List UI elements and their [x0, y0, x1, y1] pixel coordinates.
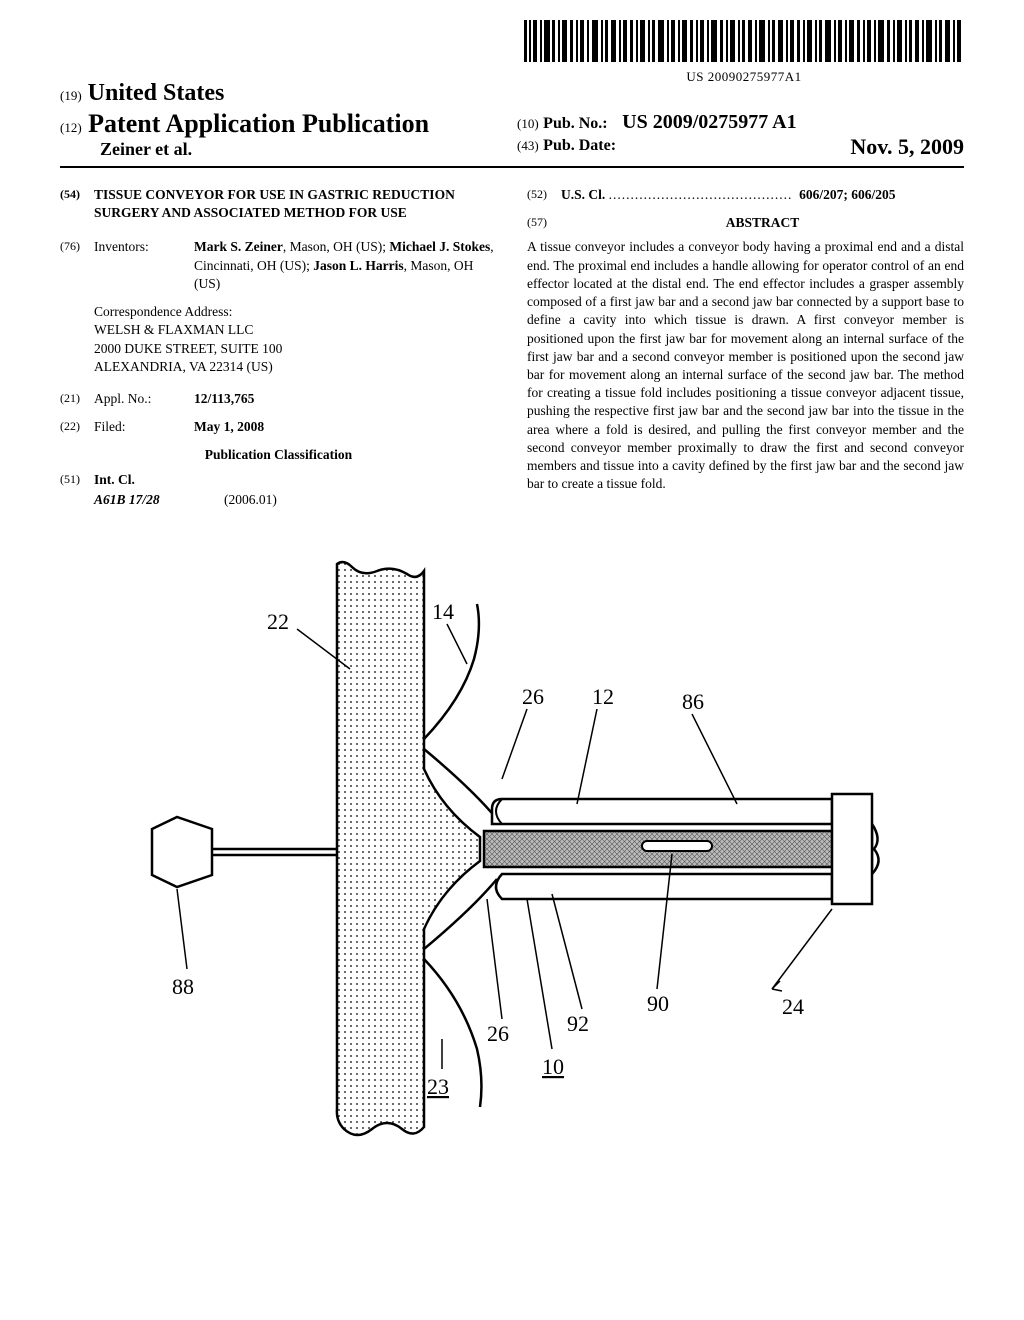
svg-text:12: 12: [592, 684, 614, 709]
filed-num: (22): [60, 418, 94, 436]
uscl-label: U.S. Cl.: [561, 187, 605, 202]
svg-text:88: 88: [172, 974, 194, 999]
filed-label: Filed:: [94, 418, 194, 436]
uscl-dots: ........................................…: [609, 187, 793, 202]
abstract-label: ABSTRACT: [561, 214, 964, 232]
country: United States: [88, 80, 225, 106]
right-column: (52) U.S. Cl. ..........................…: [527, 186, 964, 519]
uscl-num: (52): [527, 186, 561, 204]
corr-label: Correspondence Address:: [94, 303, 497, 321]
inventors-val: Mark S. Zeiner, Mason, OH (US); Michael …: [194, 238, 497, 293]
svg-text:92: 92: [567, 1011, 589, 1036]
doc-type: Patent Application Publication: [88, 109, 429, 138]
pub-date-val: Nov. 5, 2009: [850, 134, 964, 160]
pub-no-label: Pub. No.:: [543, 115, 607, 132]
patent-figure: 22 14 26 12 86 88 26 92 90 24 23 10: [60, 549, 964, 1154]
barcode-graphic: [524, 20, 964, 62]
abstract-num: (57): [527, 214, 561, 238]
left-column: (54) TISSUE CONVEYOR FOR USE IN GASTRIC …: [60, 186, 497, 519]
country-num: (19): [60, 88, 82, 103]
intcl-code: A61B 17/28: [94, 492, 160, 507]
title-num: (54): [60, 186, 94, 222]
pub-no-val: US 2009/0275977 A1: [622, 111, 796, 133]
pub-date-label: Pub. Date:: [543, 137, 616, 154]
svg-text:14: 14: [432, 599, 454, 624]
pub-date-num: (43): [517, 138, 539, 153]
filed-val: May 1, 2008: [194, 419, 264, 434]
svg-text:24: 24: [782, 994, 804, 1019]
doc-type-num: (12): [60, 120, 82, 135]
appl-val: 12/113,765: [194, 391, 254, 406]
svg-text:26: 26: [522, 684, 544, 709]
svg-text:23: 23: [427, 1074, 449, 1099]
barcode-block: US 20090275977A1: [524, 20, 964, 85]
authors-line: Zeiner et al.: [60, 139, 507, 160]
svg-text:22: 22: [267, 609, 289, 634]
appl-label: Appl. No.:: [94, 390, 194, 408]
corr-3: ALEXANDRIA, VA 22314 (US): [94, 358, 497, 376]
pub-no-num: (10): [517, 116, 539, 131]
intcl-num: (51): [60, 471, 94, 489]
corr-1: WELSH & FLAXMAN LLC: [94, 321, 497, 339]
intcl-label: Int. Cl.: [94, 472, 135, 487]
abstract-body: A tissue conveyor includes a conveyor bo…: [527, 238, 964, 493]
svg-text:10: 10: [542, 1054, 564, 1079]
intcl-date: (2006.01): [224, 491, 277, 509]
inventors-label: Inventors:: [94, 238, 194, 293]
pub-class-heading: Publication Classification: [60, 446, 497, 464]
invention-title: TISSUE CONVEYOR FOR USE IN GASTRIC REDUC…: [94, 186, 497, 222]
corr-2: 2000 DUKE STREET, SUITE 100: [94, 340, 497, 358]
uscl-val: 606/207; 606/205: [799, 187, 895, 202]
svg-text:86: 86: [682, 689, 704, 714]
svg-text:26: 26: [487, 1021, 509, 1046]
barcode-text: US 20090275977A1: [524, 69, 964, 85]
inventors-num: (76): [60, 238, 94, 293]
appl-num: (21): [60, 390, 94, 408]
header: (19) United States (12) Patent Applicati…: [60, 80, 964, 168]
svg-text:90: 90: [647, 991, 669, 1016]
